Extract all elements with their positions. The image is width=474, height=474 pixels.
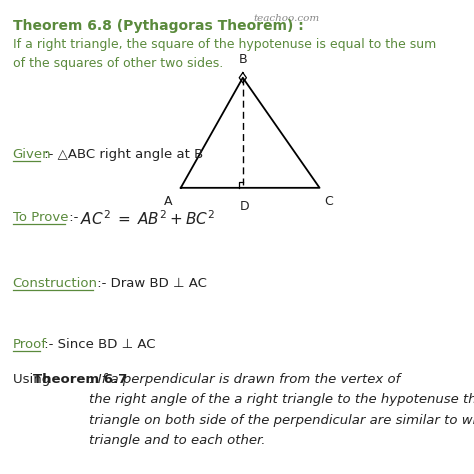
- Text: Construction: Construction: [13, 277, 98, 290]
- Text: :-: :-: [65, 211, 82, 224]
- Text: :- Since BD ⊥ AC: :- Since BD ⊥ AC: [40, 337, 156, 351]
- Text: If a right triangle, the square of the hypotenuse is equal to the sum
of the squ: If a right triangle, the square of the h…: [13, 38, 436, 70]
- Text: Theorem 6.7: Theorem 6.7: [33, 373, 128, 386]
- Text: B: B: [238, 53, 247, 66]
- Text: : If a perpendicular is drawn from the vertex of
the right angle of the a right : : If a perpendicular is drawn from the v…: [89, 373, 474, 447]
- Text: :- △ABC right angle at B: :- △ABC right angle at B: [40, 148, 204, 161]
- Text: C: C: [324, 195, 333, 208]
- Text: D: D: [240, 200, 249, 212]
- Text: A: A: [164, 195, 173, 208]
- Text: teachoo.com: teachoo.com: [253, 15, 319, 24]
- Text: Proof: Proof: [13, 337, 46, 351]
- Text: Using: Using: [13, 373, 54, 386]
- Text: Given: Given: [13, 148, 51, 161]
- Text: To Prove: To Prove: [13, 211, 68, 224]
- Text: :- Draw BD ⊥ AC: :- Draw BD ⊥ AC: [92, 277, 207, 290]
- Text: $AC^2\;=\;AB^2+BC^2$: $AC^2\;=\;AB^2+BC^2$: [80, 209, 215, 228]
- Text: Theorem 6.8 (Pythagoras Theorem) :: Theorem 6.8 (Pythagoras Theorem) :: [13, 19, 303, 33]
